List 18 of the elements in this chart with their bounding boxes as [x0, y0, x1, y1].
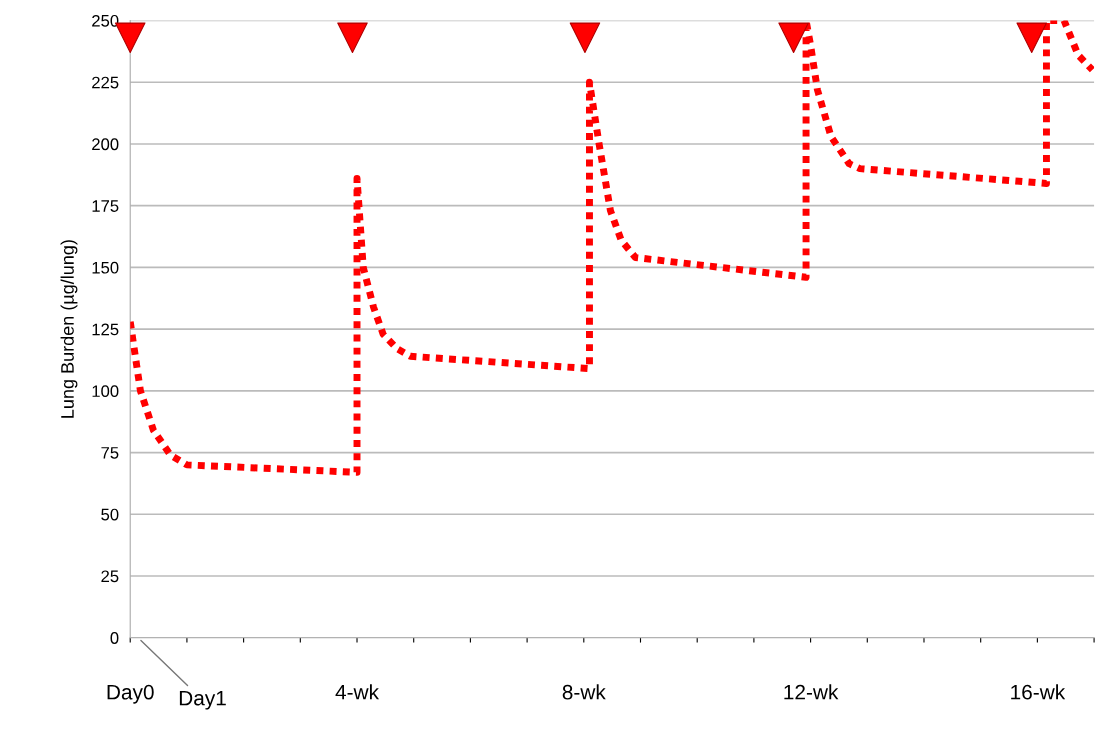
y-tick-label: 150	[92, 261, 119, 274]
text: Day1	[179, 690, 226, 710]
y-tick-label: 0	[110, 632, 119, 644]
x-tick-label: 12-wk	[784, 684, 839, 700]
y-tick-label: 100	[92, 385, 119, 398]
y-tick-label: 25	[101, 570, 119, 583]
x-tick-label: Day0	[107, 684, 154, 704]
x-tick-label: 16-wk	[1011, 684, 1066, 700]
x-tick-label: 8-wk	[562, 684, 606, 700]
x-tick-label: 4-wk	[335, 684, 380, 700]
y-tick-label: 125	[92, 323, 119, 336]
y-axis-title: Lung Burden (µg/lung)	[60, 240, 78, 418]
y-tick-label: 250	[92, 14, 119, 27]
y-tick-label: 200	[92, 138, 119, 151]
y-tick-label: 50	[101, 508, 119, 521]
y-tick-label: 75	[101, 447, 119, 459]
y-tick-label: 225	[92, 76, 119, 89]
y-tick-label: 175	[92, 200, 119, 212]
